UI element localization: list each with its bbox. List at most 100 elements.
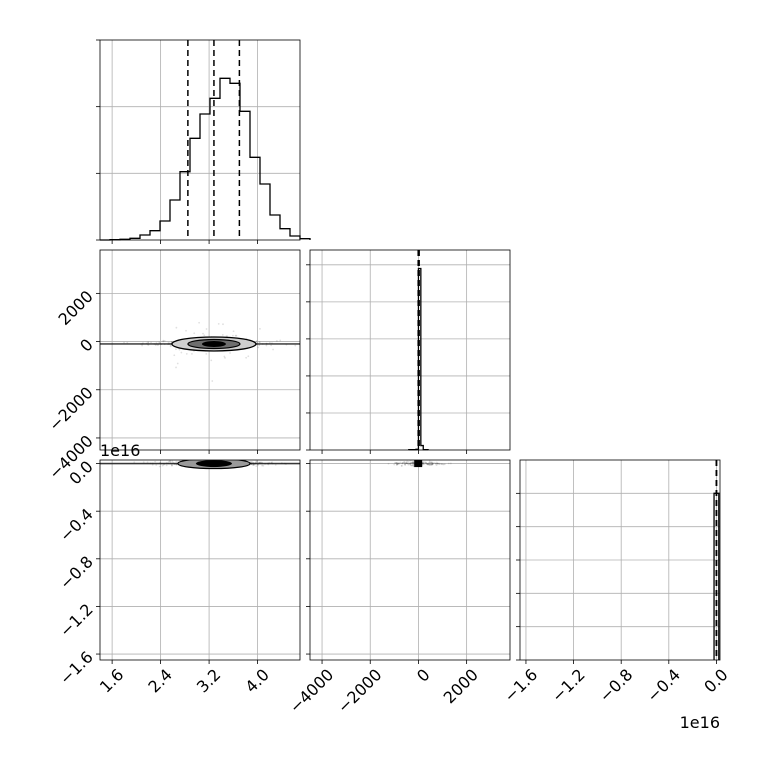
p2-p3-sample-point [435,461,438,464]
p2-p3-sample-point [435,464,438,467]
p1-p2-contour-inner [201,340,226,347]
p1-p3-sample-point [155,464,158,466]
p2-p3-sample-point [407,463,410,466]
p2-p3-sample-point [401,462,404,464]
p2-p3-sample-point [403,462,406,465]
p2-p3-sample-point [427,463,430,466]
p2-p3-sample-point [407,462,410,465]
p1-p2-sample-point [163,340,166,342]
p3-hist-grid [520,460,720,660]
p1-p2-sample-point [229,352,231,354]
p1-p2-sample-point [258,344,261,347]
p2-p3-sample-point [404,464,407,466]
p1-p2-sample-point [303,341,305,343]
p1-p3-ytick-label: −0.4 [56,505,97,546]
p2-p3-sample-point [395,462,398,465]
p2-p3-sample-point [397,462,399,465]
p2-p3-sample-point [431,463,433,466]
p1-p3-sample-point [165,464,168,467]
p2-p3-sample-point [412,460,415,463]
p2-p3-sample-point [411,461,414,464]
p2-p3-sample-point [440,463,443,466]
p1-p2-sample-point [210,359,213,362]
p1-p3-xtick-label: 4.0 [241,665,272,696]
p2-p3-sample-point [399,461,402,464]
p1-p2-sample-point [211,380,214,382]
p2-p3-sample-point [428,463,431,465]
p2-p3-sample-point [440,463,443,465]
p2-p3-sample-point [437,462,440,465]
p2-p3-sample-point [395,464,398,466]
p2-p3-sample-point [438,463,441,466]
p1-hist-step [100,77,311,241]
p1-p3-ytick-label: −1.2 [56,600,97,641]
p1-p3-sample-point [171,464,173,467]
p1-p2-sample-point [319,343,321,345]
offset-text-p3-x: 1e16 [680,713,720,732]
p2-p3-sample-point [397,462,400,464]
p1-p2-sample-point [175,326,178,329]
p1-p3-xtick-label: 2.4 [144,665,175,696]
p1-p3-sample-point [251,464,254,466]
p3-hist-xtick-label: 0.0 [700,665,731,696]
p2-p3-sample-point [412,462,414,465]
p1-p3-sample-point [175,460,178,463]
p2-p3-sample-point [412,464,415,467]
p2-p3-sample-point [427,462,430,464]
p2-p3-sample-point [441,463,444,466]
p2-p3-sample-point [393,463,396,466]
p2-p3-sample-point [422,461,425,463]
p2-p3-sample-point [425,462,428,465]
p2-p3-sample-point [404,462,407,465]
p2-p3-sample-point [422,462,425,465]
p1-p2-sample-point [279,339,282,342]
p2-p3-sample-point [428,461,431,464]
p2-p3-sample-point [387,462,390,465]
p1-p2-sample-point [247,355,250,358]
p1-hist-frame [99,39,301,241]
p2-p3-sample-point [403,463,406,466]
p2-p3-sample-point [424,461,427,464]
p2-p3-sample-point [447,462,450,465]
p1-p2-sample-point [205,352,208,355]
p2-p3-sample-point [400,464,403,467]
p2-p3-sample-point [409,462,412,465]
p2-p3-sample-point [398,462,400,465]
p1-p2-sample-point [222,323,224,326]
p2-p3-sample-point [412,461,415,464]
p1-p3-sample-point [171,460,174,463]
p1-p2-sample-point [270,344,273,347]
p2-p3-sample-point [411,462,414,465]
p1-p2-ytick-label: 0 [76,335,97,356]
p2-p3-sample-point [395,461,398,464]
p1-p2-sample-point [245,356,248,359]
p2-p3-sample-point [425,462,428,465]
p1-p3-sample-point [167,460,170,463]
p2-p3-sample-point [402,461,405,464]
p2-p3-sample-point [400,464,403,467]
p1-p3-sample-point [154,460,157,463]
p1-p2-sample-point [257,346,260,349]
p2-p3-sample-point [432,462,434,465]
p2-p3-sample-point [409,464,412,466]
offset-text-p3-y: 1e16 [100,441,140,460]
p1-p3-sample-point [274,463,277,466]
p1-p3-xtick-label: 1.6 [96,665,127,696]
p2-p3-sample-point [395,462,397,464]
p2-p3-sample-point [421,463,424,466]
p1-p2-frame [99,249,301,451]
p2-hist-frame [309,249,511,451]
p2-p3-sample-point [427,462,430,465]
p2-p3-sample-point [405,461,407,464]
p2-p3-sample-point [427,463,429,466]
p1-p3-grid [100,460,300,660]
p1-p2-sample-point [169,345,172,348]
p1-p3-sample-point [146,461,149,464]
p1-p3-samples [100,460,300,470]
p2-p3-sample-point [426,462,429,465]
p2-p3-sample-point [412,464,415,467]
p1-p3-contour-inner [195,460,232,468]
p1-p2-sample-point [123,341,125,344]
p1-p3-sample-point [250,460,253,463]
p2-hist-grid [310,250,510,450]
